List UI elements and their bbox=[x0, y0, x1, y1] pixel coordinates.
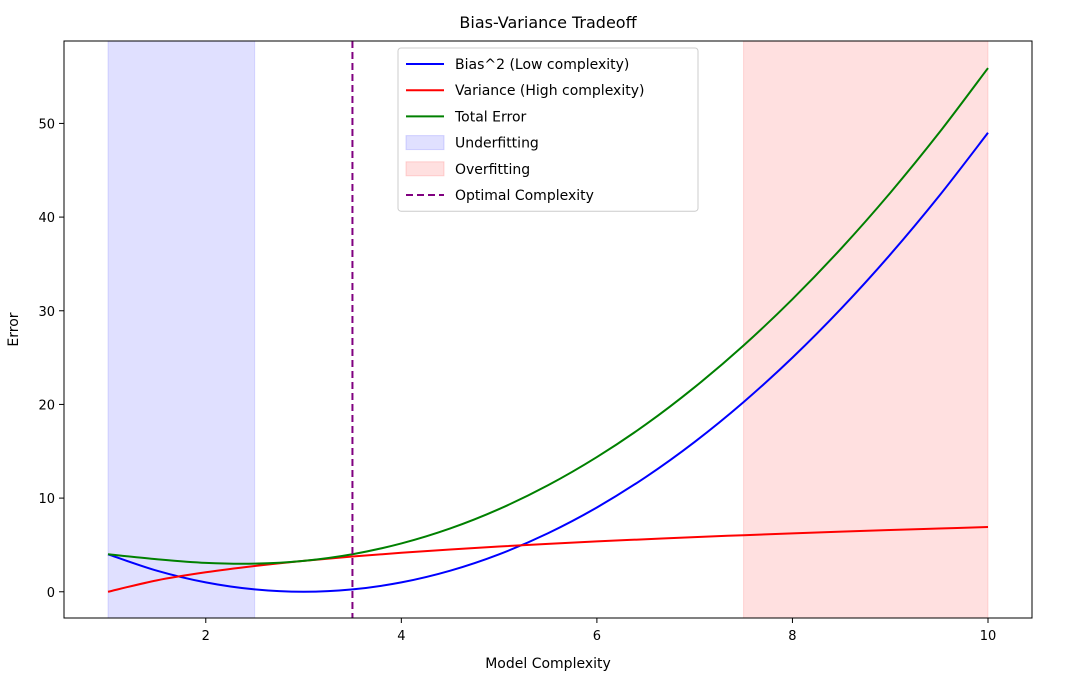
series-line-2 bbox=[107, 67, 989, 565]
y-axis-label: Error bbox=[6, 312, 22, 346]
series-line-0 bbox=[107, 132, 989, 593]
series-lines bbox=[107, 67, 989, 593]
legend-label: Total Error bbox=[454, 109, 527, 125]
y-tick-label: 30 bbox=[38, 305, 55, 320]
x-tick-label: 4 bbox=[397, 629, 405, 644]
region-overfitting bbox=[743, 40, 989, 619]
x-tick-label: 8 bbox=[788, 629, 796, 644]
y-tick-label: 0 bbox=[47, 586, 55, 601]
legend-label: Bias^2 (Low complexity) bbox=[455, 57, 629, 73]
series-line-1 bbox=[107, 526, 989, 593]
region-underfitting bbox=[107, 40, 256, 619]
x-axis-label: Model Complexity bbox=[485, 656, 611, 672]
y-tick-label: 40 bbox=[38, 211, 55, 226]
legend-label: Variance (High complexity) bbox=[455, 83, 644, 99]
y-tick-label: 20 bbox=[38, 398, 55, 413]
legend-patch bbox=[405, 135, 445, 151]
y-tick-label: 10 bbox=[38, 492, 55, 507]
legend-box bbox=[397, 47, 699, 212]
legend-label: Overfitting bbox=[455, 162, 530, 178]
y-tick-label: 50 bbox=[38, 117, 55, 132]
shaded-regions bbox=[107, 40, 989, 619]
y-axis-ticks: 0 10 20 30 40 50 bbox=[38, 117, 64, 601]
legend: Bias^2 (Low complexity) Variance (High co… bbox=[397, 47, 699, 212]
x-axis-ticks: 2 4 6 8 10 bbox=[202, 618, 997, 644]
x-tick-label: 10 bbox=[980, 629, 997, 644]
legend-label: Underfitting bbox=[455, 136, 539, 152]
x-tick-label: 6 bbox=[593, 629, 601, 644]
plot-frame bbox=[63, 40, 1033, 619]
chart-title: Bias-Variance Tradeoff bbox=[459, 13, 637, 32]
x-tick-label: 2 bbox=[202, 629, 210, 644]
legend-patch bbox=[405, 161, 445, 177]
legend-label: Optimal Complexity bbox=[455, 188, 594, 204]
